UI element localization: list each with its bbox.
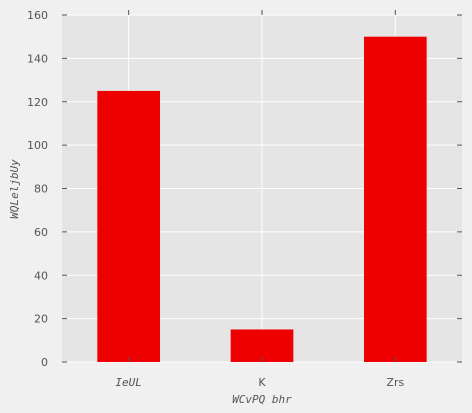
x-tick-label: IeUL [115,376,142,389]
bar-K [230,329,294,362]
y-tick-label: 120 [27,96,48,109]
y-tick-label: 100 [27,139,48,152]
bars [97,36,427,362]
bar-Zrs [364,36,427,362]
x-axis-label: WCvPQ bhr [232,393,292,406]
y-tick-label: 80 [34,183,48,196]
bar-IeUL [97,90,160,362]
y-tick-label: 20 [34,313,48,326]
x-tick-label: K [258,376,266,389]
y-tick-label: 160 [27,9,48,22]
y-tick-label: 0 [41,356,48,369]
x-tick-label: Zrs [386,376,404,389]
y-tick-label: 140 [27,52,48,65]
y-tick-label: 60 [34,226,48,239]
ticks: 0 20 40 60 80 100 120 140 160 IeUL K Zrs [27,9,462,389]
y-axis-label: WQLeljbUy [8,159,21,219]
y-tick-label: 40 [34,269,48,282]
